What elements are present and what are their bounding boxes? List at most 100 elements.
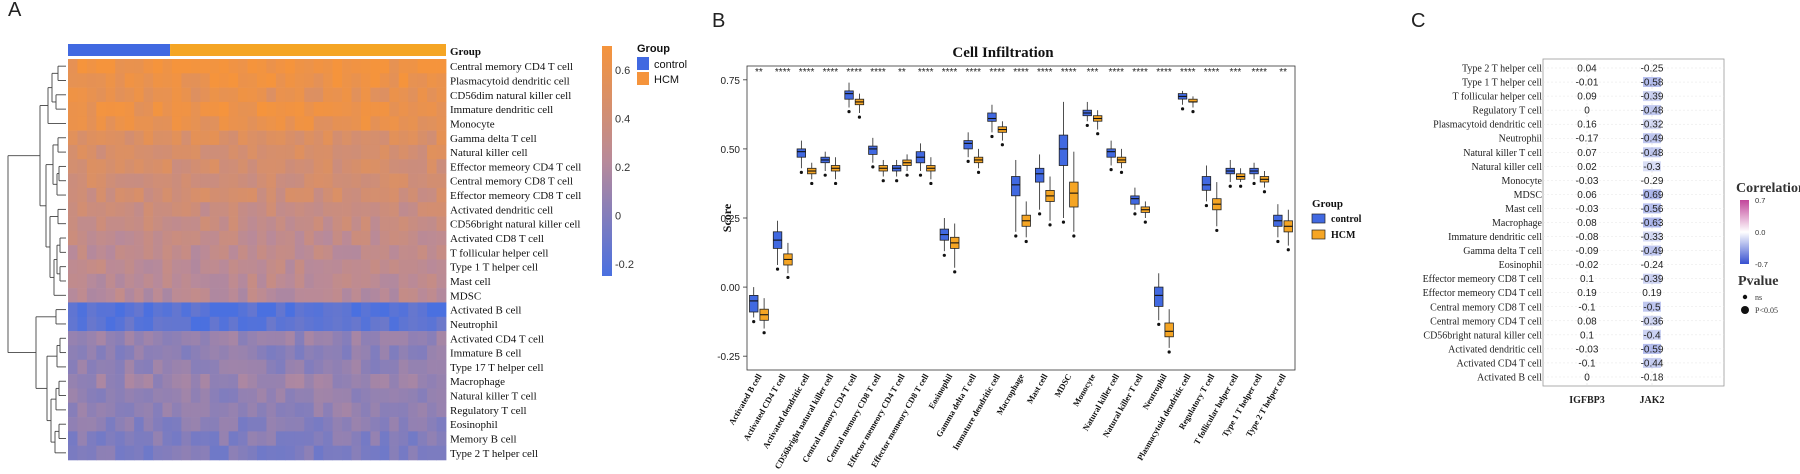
- heatmap-cell: [436, 288, 447, 303]
- heatmap-cell: [313, 87, 324, 103]
- heatmap-cell: [209, 245, 220, 260]
- heatmap-cell: [342, 374, 352, 389]
- heatmap-cell: [228, 173, 239, 189]
- heatmap-cell: [209, 345, 220, 361]
- heatmap-cell: [342, 202, 352, 217]
- heatmap-cell: [181, 302, 192, 318]
- heatmap-cell: [200, 259, 211, 275]
- heatmap-cell: [323, 87, 333, 103]
- heatmap-cell: [219, 431, 230, 446]
- heatmap-cell: [266, 402, 277, 418]
- heatmap-cell: [351, 359, 362, 375]
- heatmap-cell: [285, 202, 296, 217]
- heatmap-cell: [257, 216, 267, 232]
- heatmap-cell: [427, 445, 437, 461]
- heatmap-cell: [134, 331, 144, 346]
- heatmap-cell: [181, 87, 192, 103]
- heatmap-cell: [200, 288, 211, 303]
- heatmap-cell: [162, 230, 173, 246]
- heatmap-cell: [398, 345, 409, 361]
- box-outlier: [1038, 212, 1042, 216]
- heatmap-cell: [86, 73, 97, 88]
- heatmap-cell: [351, 73, 362, 88]
- boxplot-y-ticks: 0.75 0.50 0.25 0.00 -0.25: [717, 76, 747, 363]
- heatmap-cell: [370, 345, 381, 361]
- heatmap-cell: [209, 359, 220, 375]
- heatmap-cell: [323, 345, 333, 361]
- heatmap-cell: [332, 259, 343, 275]
- heatmap-cell: [342, 402, 352, 418]
- heatmap-cell: [332, 431, 343, 446]
- heatmap-cell: [370, 259, 381, 275]
- box-hcm: [1069, 151, 1079, 238]
- heatmap-row-label: Central memory CD8 T cell: [450, 176, 573, 188]
- heatmap-cell: [342, 130, 352, 146]
- correlation-colorbar: [1740, 200, 1749, 264]
- correlation-value: 0.06: [1577, 190, 1597, 201]
- heatmap-cell: [332, 245, 343, 260]
- correlation-row-label: Activated dendritic cell: [1448, 344, 1542, 355]
- heatmap-cell: [209, 431, 220, 446]
- correlation-value: 0.19: [1577, 288, 1597, 299]
- heatmap-cell: [68, 202, 78, 217]
- heatmap-cell: [427, 288, 437, 303]
- heatmap-cell: [124, 316, 135, 332]
- heatmap-cell: [285, 417, 296, 432]
- heatmap-cell: [266, 245, 277, 260]
- heatmap-cell: [266, 374, 277, 389]
- box-control: [820, 151, 830, 177]
- heatmap-cell: [398, 144, 409, 160]
- legend-swatch-hcm: [637, 72, 649, 85]
- box-control: [796, 140, 806, 174]
- heatmap-cell: [124, 144, 135, 160]
- heatmap-cell: [275, 345, 286, 361]
- correlation-value: -0.02: [1576, 260, 1599, 271]
- heatmap-cell: [219, 245, 230, 260]
- heatmap-cell: [370, 59, 381, 74]
- heatmap-cell: [134, 402, 144, 418]
- heatmap-cell: [360, 431, 371, 446]
- heatmap-cell: [294, 273, 305, 289]
- heatmap-cell: [313, 216, 324, 232]
- box-body: [1011, 176, 1021, 197]
- correlation-row-label: T follicular helper cell: [1453, 92, 1543, 103]
- heatmap-cell: [266, 431, 277, 446]
- heatmap-cell: [436, 173, 447, 189]
- heatmap-cell: [77, 402, 88, 418]
- heatmap-cell: [115, 388, 126, 404]
- heatmap-cell: [360, 87, 371, 103]
- boxplot-boxes: [749, 82, 1293, 354]
- heatmap-cell: [134, 216, 144, 232]
- heatmap-cell: [162, 431, 173, 446]
- box-outlier: [1191, 110, 1195, 114]
- heatmap-cell: [351, 331, 362, 346]
- heatmap-cell: [285, 288, 296, 303]
- heatmap-cell: [115, 302, 126, 318]
- heatmap-cell: [247, 59, 258, 74]
- heatmap-cell: [181, 216, 192, 232]
- heatmap-cell: [351, 230, 362, 246]
- heatmap-cell: [275, 116, 286, 131]
- correlation-value: -0.39: [1641, 274, 1664, 285]
- heatmap-cell: [190, 173, 201, 189]
- box-control: [1225, 159, 1235, 188]
- heatmap-cell: [398, 230, 409, 246]
- heatmap-cell: [190, 359, 201, 375]
- heatmap-cell: [247, 101, 258, 117]
- heatmap-row: [68, 59, 447, 74]
- heatmap-row: [68, 302, 447, 318]
- heatmap-cell: [285, 130, 296, 146]
- heatmap-cell: [342, 73, 352, 88]
- heatmap-cell: [275, 273, 286, 289]
- heatmap-cell: [323, 273, 333, 289]
- heatmap-cell: [427, 331, 437, 346]
- heatmap-cell: [105, 302, 116, 318]
- heatmap-cell: [68, 331, 78, 346]
- heatmap-cell: [266, 345, 277, 361]
- heatmap-cell: [436, 202, 447, 217]
- heatmap-cell: [370, 187, 381, 203]
- heatmap-cell: [96, 417, 107, 432]
- heatmap-cell: [304, 73, 315, 88]
- significance-label: ****: [942, 67, 958, 78]
- heatmap-cell: [115, 359, 126, 375]
